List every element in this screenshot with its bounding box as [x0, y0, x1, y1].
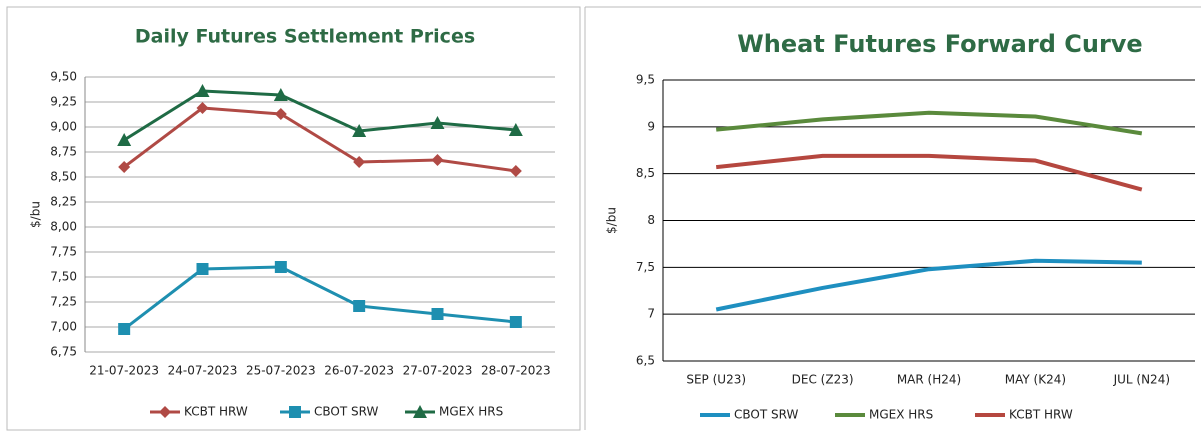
marker	[413, 405, 427, 418]
x-tick-label: 25-07-2023	[246, 364, 316, 378]
y-tick-label: 7,5	[636, 260, 655, 274]
y-tick-label: 7,75	[50, 245, 77, 259]
y-tick-label: 9,00	[50, 120, 77, 134]
marker	[196, 263, 209, 275]
marker	[117, 133, 132, 146]
marker	[195, 84, 210, 97]
y-axis-label: $/bu	[29, 201, 43, 228]
legend-label: CBOT SRW	[314, 405, 378, 419]
y-tick-label: 8,5	[636, 166, 655, 180]
y-tick-label: 8,50	[50, 170, 77, 184]
series-line	[715, 258, 1142, 312]
y-tick-label: 7,50	[50, 270, 77, 284]
series-line	[123, 89, 516, 142]
y-tick-label: 8,00	[50, 220, 77, 234]
x-tick-label: MAR (H24)	[897, 373, 961, 387]
x-tick-label: SEP (U23)	[686, 373, 746, 387]
y-tick-label: 6,75	[50, 345, 77, 359]
series-line	[715, 153, 1143, 192]
chart-title: Wheat Futures Forward Curve	[737, 30, 1142, 58]
marker	[196, 102, 209, 114]
series-line	[123, 106, 517, 173]
legend-label: KCBT HRW	[184, 405, 248, 419]
marker	[353, 156, 366, 168]
marker	[509, 165, 522, 177]
y-tick-label: 7,00	[50, 320, 77, 334]
series-line	[716, 110, 1143, 136]
y-tick-label: 9	[647, 119, 655, 133]
x-tick-label: 24-07-2023	[168, 364, 238, 378]
y-tick-label: 8,25	[50, 195, 77, 209]
x-tick-label: DEC (Z23)	[792, 373, 854, 387]
marker	[159, 406, 171, 418]
x-tick-label: 27-07-2023	[403, 364, 473, 378]
x-tick-label: JUL (N24)	[1113, 373, 1170, 387]
marker	[431, 308, 444, 320]
marker	[509, 316, 522, 328]
marker	[118, 323, 131, 335]
marker	[118, 161, 131, 173]
marker	[431, 154, 444, 166]
x-tick-label: MAY (K24)	[1005, 373, 1066, 387]
x-tick-label: 26-07-2023	[324, 364, 394, 378]
marker	[289, 406, 301, 418]
marker	[353, 300, 366, 312]
chart-title: Daily Futures Settlement Prices	[135, 26, 475, 48]
x-tick-label: 21-07-2023	[89, 364, 159, 378]
legend-label: MGEX HRS	[869, 408, 933, 422]
y-tick-label: 9,25	[50, 95, 77, 109]
y-tick-label: 6,5	[636, 354, 655, 368]
y-tick-label: 7	[647, 307, 655, 321]
y-tick-label: 7,25	[50, 295, 77, 309]
legend-label: KCBT HRW	[1009, 408, 1073, 422]
legend-label: CBOT SRW	[734, 408, 798, 422]
marker	[273, 88, 288, 101]
y-axis-label: $/bu	[605, 207, 619, 234]
y-tick-label: 9,50	[50, 70, 77, 84]
x-tick-label: 28-07-2023	[481, 364, 551, 378]
y-tick-label: 9,5	[636, 73, 655, 87]
marker	[430, 116, 445, 129]
marker	[508, 123, 523, 136]
marker	[274, 108, 287, 120]
legend-label: MGEX HRS	[439, 405, 503, 419]
marker	[274, 261, 287, 273]
marker	[352, 124, 367, 137]
y-tick-label: 8	[647, 213, 655, 227]
y-tick-label: 8,75	[50, 145, 77, 159]
series-line	[123, 265, 516, 331]
